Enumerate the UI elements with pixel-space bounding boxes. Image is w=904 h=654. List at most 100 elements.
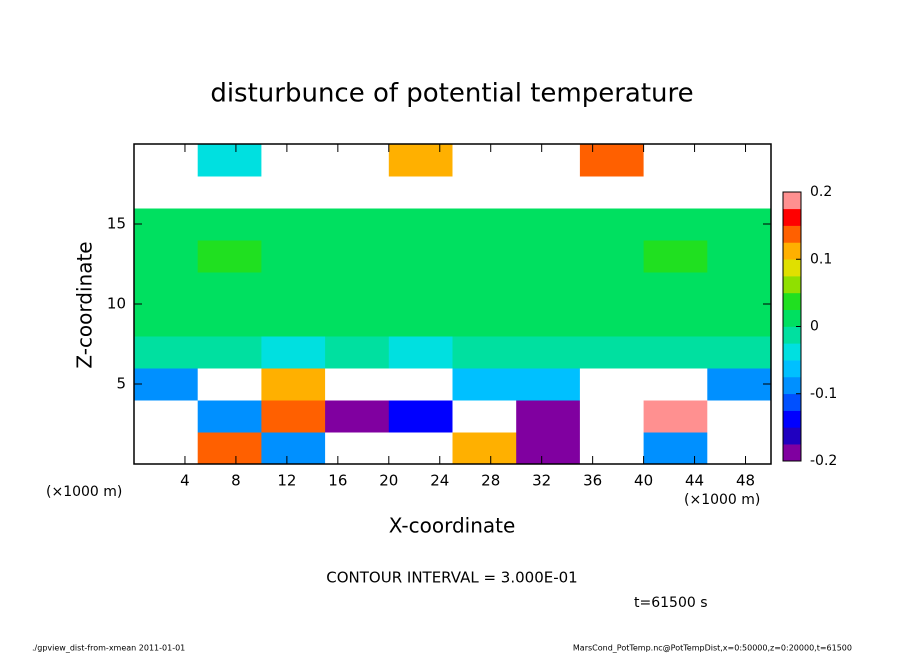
colorbar-segment bbox=[783, 360, 801, 378]
heatmap-cell bbox=[643, 240, 708, 273]
heatmap-cell bbox=[261, 336, 326, 369]
heatmap-cell bbox=[197, 208, 262, 241]
heatmap-cell bbox=[516, 240, 581, 273]
y-axis-label: Z-coordinate bbox=[73, 241, 97, 368]
heatmap-cell bbox=[643, 304, 708, 337]
heatmap-cell bbox=[516, 400, 581, 433]
heatmap-cell bbox=[134, 400, 199, 433]
heatmap-cell bbox=[261, 240, 326, 273]
x-axis-label: X-coordinate bbox=[389, 514, 516, 538]
heatmap-cell bbox=[197, 240, 262, 273]
colorbar-segment bbox=[783, 225, 801, 243]
heatmap-cell bbox=[261, 400, 326, 433]
heatmap-cell bbox=[579, 432, 645, 465]
heatmap-cell bbox=[325, 336, 390, 369]
heatmap-cell bbox=[516, 208, 581, 241]
colorbar-segment bbox=[783, 259, 801, 277]
heatmap-cell bbox=[643, 144, 708, 177]
colorbar-segment bbox=[783, 444, 801, 462]
heatmap-cell bbox=[452, 176, 517, 209]
heatmap-cell bbox=[388, 336, 453, 369]
x-tick-label: 16 bbox=[328, 472, 347, 490]
footer-left: ./gpview_dist-from-xmean 2011-01-01 bbox=[32, 644, 185, 653]
heatmap-cell bbox=[134, 304, 199, 337]
heatmap-cell bbox=[579, 368, 645, 401]
x-unit-left: (×1000 m) bbox=[46, 484, 122, 500]
footer-right: MarsCond_PotTemp.nc@PotTempDist,x=0:5000… bbox=[573, 644, 852, 653]
heatmap-cell bbox=[579, 336, 645, 369]
colorbar-segment bbox=[783, 192, 801, 210]
x-tick-label: 36 bbox=[583, 472, 602, 490]
x-tick-label: 8 bbox=[231, 472, 241, 490]
heatmap-cell bbox=[388, 176, 453, 209]
heatmap-cell bbox=[516, 272, 581, 305]
heatmap-cell bbox=[707, 400, 772, 433]
colorbar-tick-label: 0 bbox=[810, 319, 819, 335]
colorbar-segment bbox=[783, 376, 801, 395]
heatmap-cell bbox=[261, 176, 326, 209]
heatmap-cell bbox=[452, 304, 517, 337]
x-tick-label: 32 bbox=[532, 472, 551, 490]
heatmap-cell bbox=[388, 144, 453, 177]
heatmap-cell bbox=[516, 176, 581, 209]
colorbar-segment bbox=[783, 292, 801, 310]
heatmap-cell bbox=[707, 272, 772, 305]
heatmap-cell bbox=[579, 400, 645, 433]
heatmap-cell bbox=[325, 304, 390, 337]
heatmap-cell bbox=[643, 336, 708, 369]
heatmap-cell bbox=[134, 176, 199, 209]
heatmap-cell bbox=[197, 176, 262, 209]
heatmap-cell bbox=[707, 144, 772, 177]
x-tick-label: 48 bbox=[736, 472, 755, 490]
heatmap-cell bbox=[261, 432, 326, 465]
heatmap-cell bbox=[707, 304, 772, 337]
x-tick-label: 4 bbox=[180, 472, 190, 490]
heatmap-cell bbox=[134, 272, 199, 305]
heatmap-cell bbox=[579, 208, 645, 241]
heatmap-cell bbox=[325, 272, 390, 305]
heatmap-cell bbox=[261, 304, 326, 337]
x-tick-label: 44 bbox=[685, 472, 704, 490]
heatmap-cell bbox=[579, 240, 645, 273]
y-tick-label: 5 bbox=[116, 375, 126, 393]
heatmap-cell bbox=[579, 304, 645, 337]
heatmap-cell bbox=[707, 368, 772, 401]
heatmap-cell bbox=[134, 368, 199, 401]
heatmap-cell bbox=[197, 272, 262, 305]
heatmap-cell bbox=[325, 208, 390, 241]
colorbar-tick-label: 0.2 bbox=[810, 184, 832, 200]
heatmap-cell bbox=[452, 208, 517, 241]
colorbar-segment bbox=[783, 309, 801, 327]
x-tick-label: 20 bbox=[379, 472, 398, 490]
contour-note: CONTOUR INTERVAL = 3.000E-01 bbox=[326, 569, 577, 587]
colorbar-segment bbox=[783, 208, 801, 226]
chart-title: disturbunce of potential temperature bbox=[210, 79, 693, 109]
heatmap-cell bbox=[452, 272, 517, 305]
heatmap-cell bbox=[643, 368, 708, 401]
colorbar-segment bbox=[783, 326, 801, 344]
heatmap-cell bbox=[197, 400, 262, 433]
colorbar-tick-label: -0.2 bbox=[810, 453, 837, 469]
x-tick-label: 28 bbox=[481, 472, 500, 490]
heatmap-cell bbox=[261, 368, 326, 401]
heatmap-cell bbox=[516, 368, 581, 401]
x-unit-right: (×1000 m) bbox=[684, 492, 760, 508]
heatmap-cell bbox=[197, 368, 262, 401]
heatmap-cell bbox=[643, 176, 708, 209]
colorbar-tick-label: 0.1 bbox=[810, 251, 832, 267]
heatmap-cell bbox=[643, 432, 708, 465]
colorbar-tick-label: -0.1 bbox=[810, 386, 837, 402]
heatmap-cell bbox=[452, 240, 517, 273]
heatmap-cell bbox=[134, 208, 199, 241]
colorbar-segment bbox=[783, 276, 801, 294]
heatmap-cell bbox=[197, 432, 262, 465]
heatmap-cell bbox=[388, 208, 453, 241]
heatmap-cell bbox=[134, 432, 199, 465]
heatmap-cell bbox=[388, 368, 453, 401]
heatmap-cell bbox=[325, 240, 390, 273]
heatmap-cell bbox=[452, 336, 517, 369]
heatmap-cell bbox=[325, 176, 390, 209]
heatmap-cell bbox=[452, 368, 517, 401]
heatmap-cell bbox=[134, 240, 199, 273]
colorbar-segment bbox=[783, 410, 801, 428]
